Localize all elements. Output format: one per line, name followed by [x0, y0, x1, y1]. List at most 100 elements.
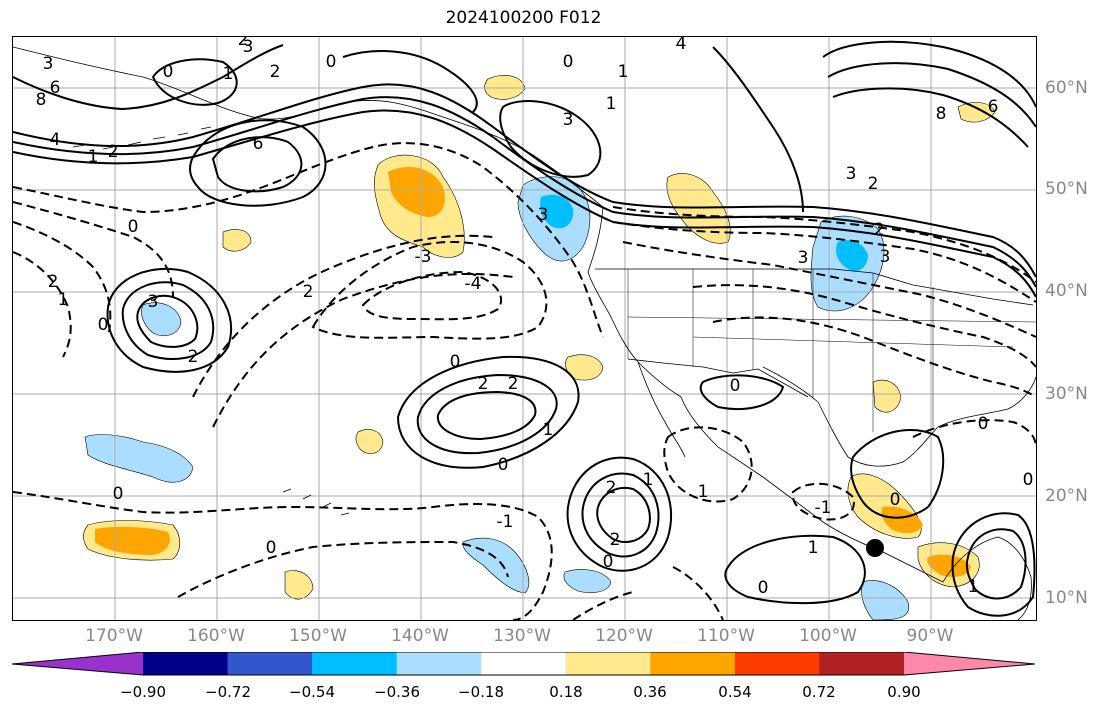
contour-line-positive	[724, 534, 866, 605]
contour-label: 2	[238, 37, 249, 50]
contour-label: -3	[415, 247, 432, 267]
lon-label-130w: 130°W	[493, 626, 551, 646]
colorbar-swatch	[143, 652, 229, 675]
contour-line-positive	[965, 528, 1027, 600]
contour-label: 0	[563, 52, 574, 72]
contour-line-positive	[342, 50, 478, 113]
colorbar-swatch	[396, 652, 482, 675]
positive-anomaly-area	[957, 102, 996, 123]
colorbar-tick-label: −0.90	[120, 683, 166, 701]
contour-label: 2	[606, 478, 617, 498]
contour-line-negative	[13, 491, 553, 620]
positive-anomaly-area	[484, 75, 526, 100]
colorbar-tick-label: 0.36	[633, 683, 667, 701]
colorbar-tick-label: 0.72	[802, 683, 836, 701]
negative-anomaly-area	[836, 240, 868, 272]
colorbar-outline	[12, 652, 1036, 676]
lat-label-10n: 10°N	[1045, 588, 1088, 608]
contour-line-positive	[499, 100, 602, 178]
contour-line-negative	[13, 221, 112, 333]
contour-label: 0	[978, 414, 989, 434]
positive-anomaly-area	[881, 506, 923, 534]
contour-line-positive	[581, 472, 660, 558]
contour-line-negative	[622, 241, 1036, 338]
positive-anomaly-area	[222, 229, 252, 252]
contour-line-negative	[791, 482, 855, 521]
contour-label: 0	[326, 52, 337, 72]
contour-line-positive	[151, 58, 238, 106]
contour-line-negative	[13, 251, 72, 358]
contour-label: 3	[798, 248, 809, 268]
contour-line-positive	[211, 136, 303, 193]
contour-label: 2	[478, 374, 489, 394]
colorbar-tick-label: −0.18	[458, 683, 504, 701]
contour-line-negative	[311, 241, 548, 340]
contour-line-negative	[13, 142, 604, 338]
contour-label: 1	[808, 538, 819, 558]
contour-layer	[13, 40, 1036, 617]
contour-label: 2	[108, 142, 119, 162]
contour-label: 0	[758, 578, 769, 598]
contour-label: -1	[815, 498, 832, 518]
contour-line-positive	[850, 429, 945, 519]
lon-label-110w: 110°W	[697, 626, 755, 646]
contour-label: 4	[676, 37, 687, 54]
contour-label: 0	[163, 62, 174, 82]
contour-line-positive	[566, 456, 673, 572]
contour-label: 1	[698, 482, 709, 502]
contour-line-positive	[13, 96, 1036, 288]
canada-us-border	[595, 268, 1034, 306]
lat-label-50n: 50°N	[1045, 179, 1088, 199]
contour-line-negative	[712, 316, 1036, 398]
negative-anomaly-area	[540, 194, 574, 229]
lon-label-170w: 170°W	[85, 626, 143, 646]
contour-labels: 3 2 0 1 6 8 4 6 2 1 0 2 3 1 4 1 8 6 3 2 …	[36, 37, 1034, 598]
contour-label: 0	[450, 352, 461, 372]
contour-label: 1	[643, 470, 654, 490]
contour-label: 2	[610, 530, 621, 550]
contour-label: 1	[88, 147, 99, 167]
colorbar-tick-label: 0.54	[718, 683, 752, 701]
positive-anomaly-area	[355, 429, 384, 455]
contour-label: 3	[880, 247, 891, 267]
contour-label: 8	[936, 104, 947, 124]
contour-label: 0	[1023, 470, 1034, 490]
contour-line-positive	[822, 40, 1036, 148]
contour-line-positive	[136, 294, 199, 348]
contour-label: 6	[50, 78, 61, 98]
contour-label: 0	[603, 552, 614, 572]
colorbar-swatch	[565, 652, 651, 675]
colorbar-swatch	[650, 652, 736, 675]
contour-line-positive	[416, 373, 558, 455]
colorbar-swatch	[734, 652, 820, 675]
colorbar-swatch	[819, 652, 905, 675]
west-coast	[587, 206, 944, 583]
contour-label: 6	[253, 134, 264, 154]
contour-label: 1	[543, 420, 554, 440]
negative-anomaly-area	[861, 580, 910, 620]
contour-line-positive	[596, 487, 651, 543]
lon-label-150w: 150°W	[289, 626, 347, 646]
contour-line-positive	[121, 281, 215, 360]
contour-label: 1	[606, 94, 617, 114]
contour-label: 2	[48, 272, 59, 292]
colorbar-swatch	[481, 652, 567, 675]
contour-label: 2	[874, 220, 885, 240]
colorbar	[12, 652, 1036, 676]
contour-line-negative	[612, 206, 1036, 283]
contour-label: 3	[846, 164, 857, 184]
contour-line-negative	[212, 273, 514, 428]
colorbar-tick-label: 0.90	[887, 683, 921, 701]
colorbar-tick-label: −0.72	[205, 683, 251, 701]
coastlines	[13, 46, 1036, 620]
negative-anomaly-area	[141, 302, 182, 336]
colorbar-swatch	[227, 652, 313, 675]
contour-line-positive	[189, 119, 327, 207]
contour-label: 3	[538, 205, 549, 225]
lon-label-90w: 90°W	[906, 626, 954, 646]
positive-anomaly-area	[95, 526, 170, 555]
negative-anomaly-area	[462, 537, 530, 594]
colorbar-tick-label: −0.54	[289, 683, 335, 701]
contour-line-positive	[106, 267, 233, 373]
state-lines	[627, 269, 1036, 432]
